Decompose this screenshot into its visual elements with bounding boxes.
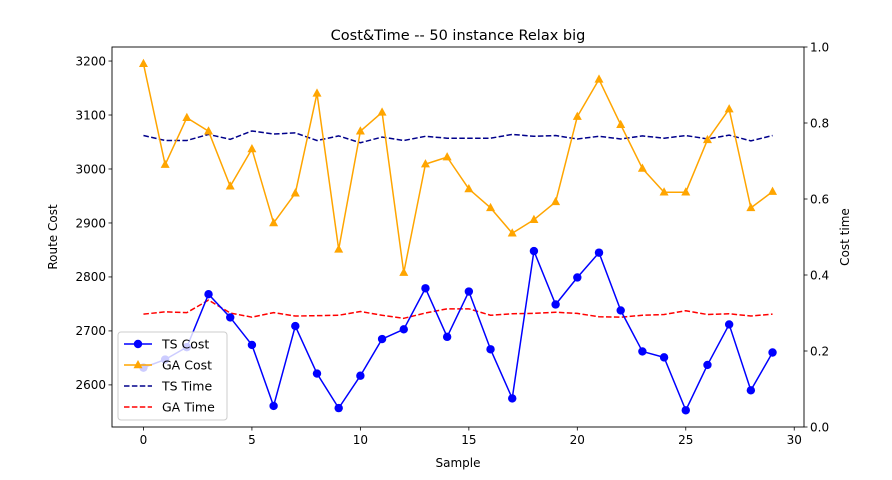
- marker-ga-cost: [290, 188, 300, 197]
- marker-ts-cost: [226, 313, 235, 322]
- legend-box: [117, 331, 228, 421]
- marker-ga-cost: [486, 202, 496, 212]
- marker-ga-cost: [334, 244, 344, 253]
- y-tick-label-left: 3000: [75, 162, 106, 176]
- marker-ga-cost: [269, 217, 279, 227]
- marker-ga-cost: [529, 214, 539, 223]
- y-tick-label-right: 0.0: [810, 420, 829, 434]
- legend-label-ts-time: TS Time: [161, 379, 212, 394]
- series-line-ga-cost: [142, 63, 773, 274]
- y-tick-label-right: 0.2: [810, 344, 829, 358]
- marker-ts-cost: [399, 325, 408, 334]
- marker-ga-cost: [377, 107, 387, 116]
- marker-ts-cost: [421, 284, 430, 293]
- marker-ts-cost: [377, 334, 387, 344]
- marker-ga-cost: [399, 267, 409, 276]
- marker-ga-cost: [182, 112, 192, 121]
- marker-ts-cost: [334, 403, 343, 413]
- x-tick-label: 20: [570, 433, 585, 447]
- marker-ga-cost: [681, 187, 691, 196]
- marker-ga-cost: [442, 152, 452, 161]
- y-tick-label-left: 2800: [75, 270, 106, 284]
- y-tick-label-left: 2700: [75, 324, 106, 338]
- x-tick-label: 15: [461, 433, 476, 447]
- legend-label-ga-cost: GA Cost: [162, 358, 212, 373]
- marker-ts-cost: [312, 369, 322, 378]
- y-tick-label-right: 0.8: [810, 116, 829, 130]
- marker-ga-cost: [247, 144, 257, 153]
- marker-ga-cost: [594, 74, 604, 83]
- y-tick-label-right: 0.4: [810, 268, 829, 282]
- ticks-layer: 0 5 10 15 20 25 30 2600 2700 2800 2900 3000 3100 3200…: [75, 40, 829, 447]
- x-tick-label: 10: [353, 433, 368, 447]
- marker-ga-cost: [724, 104, 734, 113]
- y-axis-label-left: Route Cost: [46, 204, 60, 270]
- marker-ts-cost: [594, 248, 604, 257]
- marker-ga-cost: [768, 186, 778, 195]
- marker-ga-cost: [160, 159, 170, 168]
- marker-ts-cost: [681, 406, 690, 415]
- x-tick-label: 0: [140, 433, 148, 447]
- marker-ts-cost: [768, 348, 777, 357]
- y-tick-label-left: 3100: [75, 108, 106, 122]
- marker-ts-cost: [508, 394, 517, 403]
- y-axis-label-right: Cost time: [838, 208, 852, 266]
- x-tick-label: 30: [787, 433, 802, 447]
- series-line-ts-time: [143, 130, 773, 144]
- y-tick-label-left: 2900: [75, 216, 106, 230]
- legend-label-ts-cost: TS Cost: [161, 337, 209, 352]
- marker-ga-cost: [355, 126, 365, 135]
- marker-ts-cost: [269, 401, 278, 411]
- marker-ts-cost: [486, 345, 495, 354]
- marker-ts-cost: [551, 300, 560, 309]
- y-tick-label-left: 3200: [75, 54, 106, 68]
- marker-ts-cost: [204, 290, 213, 299]
- marker-ts-cost: [616, 306, 625, 315]
- x-axis-label: Sample: [436, 456, 481, 470]
- marker-ts-cost: [464, 287, 474, 296]
- legend-marker-ga-cost: [133, 360, 143, 369]
- marker-ts-cost: [703, 360, 712, 370]
- series-layer: [138, 58, 778, 415]
- marker-ts-cost: [573, 273, 582, 282]
- legend: TS Cost GA Cost TS Time GA Time: [117, 331, 228, 421]
- series-line-ts-cost: [143, 250, 774, 412]
- marker-ga-cost: [551, 196, 561, 206]
- marker-ga-cost: [572, 111, 582, 120]
- marker-ts-cost: [291, 321, 300, 331]
- marker-ga-cost: [507, 228, 517, 237]
- legend-marker-ts-cost: [133, 339, 143, 349]
- marker-ga-cost: [138, 58, 148, 67]
- marker-ga-cost: [659, 187, 669, 196]
- x-tick-label: 5: [248, 433, 256, 447]
- marker-ts-cost: [442, 332, 452, 342]
- y-tick-label-right: 1.0: [810, 40, 829, 54]
- marker-ts-cost: [659, 353, 669, 362]
- marker-ga-cost: [420, 159, 430, 168]
- marker-ts-cost: [746, 386, 756, 395]
- marker-ga-cost: [204, 126, 214, 135]
- legend-label-ga-time: GA Time: [162, 400, 215, 415]
- marker-ga-cost: [746, 202, 756, 212]
- marker-ts-cost: [724, 320, 734, 329]
- y-tick-label-left: 2600: [75, 378, 106, 392]
- marker-ga-cost: [312, 88, 322, 97]
- marker-ga-cost: [225, 181, 235, 190]
- chart-title: Cost&Time -- 50 instance Relax big: [331, 28, 586, 44]
- marker-ga-cost: [637, 163, 647, 172]
- y-tick-label-right: 0.6: [810, 192, 829, 206]
- x-tick-label: 25: [678, 433, 693, 447]
- marker-ga-cost: [702, 134, 712, 144]
- plot-frame: [111, 46, 805, 428]
- marker-ts-cost: [638, 347, 647, 356]
- marker-ga-cost: [616, 119, 626, 128]
- marker-ts-cost: [356, 371, 365, 380]
- marker-ts-cost: [529, 246, 539, 256]
- series-line-ga-time: [143, 299, 773, 320]
- marker-ts-cost: [247, 340, 257, 350]
- marker-ga-cost: [464, 183, 474, 193]
